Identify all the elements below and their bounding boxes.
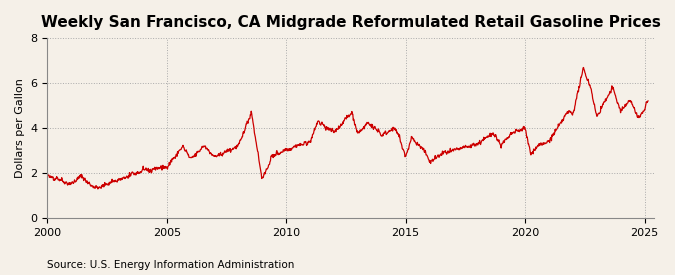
Y-axis label: Dollars per Gallon: Dollars per Gallon	[15, 78, 25, 178]
Title: Weekly San Francisco, CA Midgrade Reformulated Retail Gasoline Prices: Weekly San Francisco, CA Midgrade Reform…	[41, 15, 661, 30]
Text: Source: U.S. Energy Information Administration: Source: U.S. Energy Information Administ…	[47, 260, 294, 270]
